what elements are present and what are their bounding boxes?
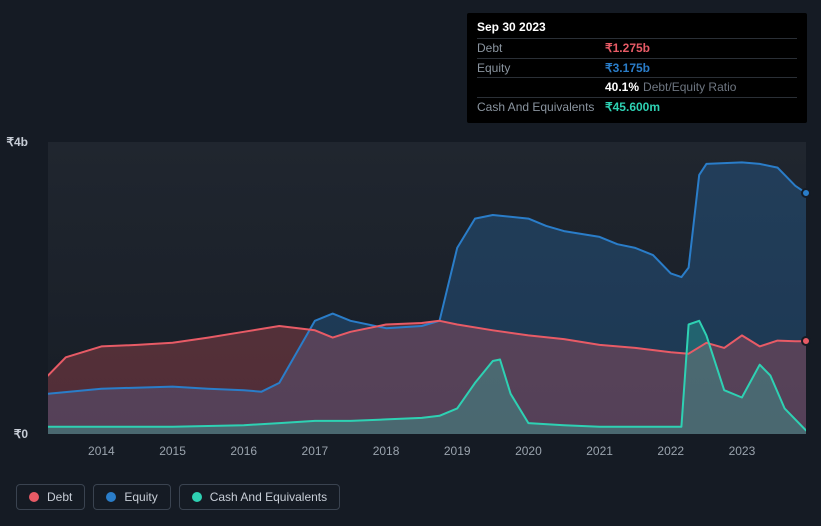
legend-swatch <box>29 492 39 502</box>
x-axis-tick: 2020 <box>515 444 542 458</box>
tooltip-date: Sep 30 2023 <box>477 19 797 36</box>
chart-tooltip: Sep 30 2023 Debt ₹1.275b Equity ₹3.175b … <box>467 13 807 123</box>
debt-endpoint-marker <box>801 336 811 346</box>
x-axis-tick: 2021 <box>586 444 613 458</box>
tooltip-label: Cash And Equivalents <box>477 99 605 116</box>
x-axis-tick: 2022 <box>657 444 684 458</box>
equity-endpoint-marker <box>801 188 811 198</box>
y-axis-label-min: ₹0 <box>14 427 28 441</box>
chart-plot[interactable] <box>48 142 806 434</box>
tooltip-row-equity: Equity ₹3.175b <box>477 58 797 78</box>
tooltip-value: ₹1.275b <box>605 40 650 57</box>
tooltip-value: ₹3.175b <box>605 60 650 77</box>
legend-swatch <box>192 492 202 502</box>
tooltip-label: Equity <box>477 60 605 77</box>
tooltip-row-cash: Cash And Equivalents ₹45.600m <box>477 97 797 117</box>
tooltip-ratio-label: Debt/Equity Ratio <box>643 79 736 96</box>
chart-root: { "colors": { "background": "#151b24", "… <box>0 0 821 526</box>
legend-item-cash[interactable]: Cash And Equivalents <box>179 484 340 510</box>
x-axis-tick: 2019 <box>444 444 471 458</box>
tooltip-label-empty: . <box>477 79 605 96</box>
legend-label: Cash And Equivalents <box>210 490 327 504</box>
tooltip-ratio-pct: 40.1% <box>605 79 639 96</box>
chart-legend: Debt Equity Cash And Equivalents <box>16 484 340 510</box>
tooltip-row-debt: Debt ₹1.275b <box>477 38 797 58</box>
x-axis-tick: 2017 <box>302 444 329 458</box>
x-axis-tick: 2018 <box>373 444 400 458</box>
tooltip-value: ₹45.600m <box>605 99 660 116</box>
legend-label: Equity <box>124 490 157 504</box>
chart-svg <box>48 142 806 434</box>
legend-label: Debt <box>47 490 72 504</box>
tooltip-row-ratio: . 40.1% Debt/Equity Ratio <box>477 77 797 97</box>
legend-item-debt[interactable]: Debt <box>16 484 85 510</box>
x-axis-tick: 2023 <box>729 444 756 458</box>
x-axis: 2014 2015 2016 2017 2018 2019 2020 2021 2022 2023 <box>48 438 806 462</box>
x-axis-tick: 2016 <box>230 444 257 458</box>
tooltip-label: Debt <box>477 40 605 57</box>
legend-swatch <box>106 492 116 502</box>
legend-item-equity[interactable]: Equity <box>93 484 170 510</box>
chart-area: ₹4b ₹0 201420152016201720182019202020212… <box>16 126 806 466</box>
x-axis-tick: 2014 <box>88 444 115 458</box>
y-axis-label-max: ₹4b <box>6 135 28 149</box>
x-axis-tick: 2015 <box>159 444 186 458</box>
